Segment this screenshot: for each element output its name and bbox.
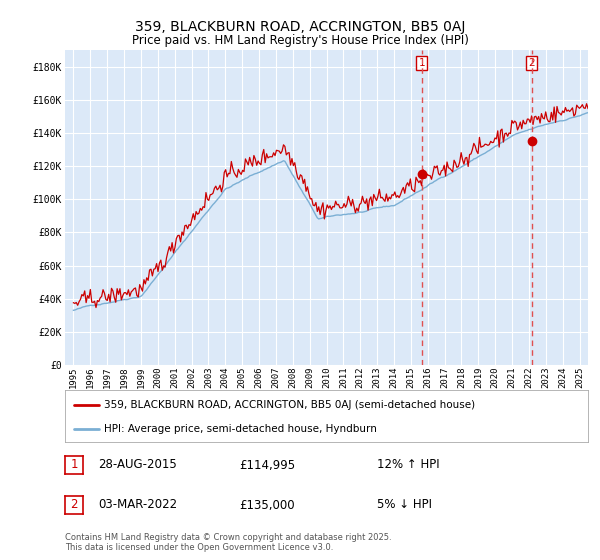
Text: 28-AUG-2015: 28-AUG-2015 [98, 459, 177, 472]
Text: 1: 1 [70, 459, 78, 472]
Text: HPI: Average price, semi-detached house, Hyndburn: HPI: Average price, semi-detached house,… [104, 424, 377, 434]
Text: £114,995: £114,995 [239, 459, 295, 472]
Text: 359, BLACKBURN ROAD, ACCRINGTON, BB5 0AJ: 359, BLACKBURN ROAD, ACCRINGTON, BB5 0AJ [135, 20, 465, 34]
Text: Price paid vs. HM Land Registry's House Price Index (HPI): Price paid vs. HM Land Registry's House … [131, 34, 469, 46]
Text: 5% ↓ HPI: 5% ↓ HPI [377, 498, 432, 511]
Text: 2: 2 [529, 58, 535, 68]
Text: 12% ↑ HPI: 12% ↑ HPI [377, 459, 440, 472]
Text: £135,000: £135,000 [239, 498, 295, 511]
Text: 2: 2 [70, 498, 78, 511]
Text: 1: 1 [419, 58, 425, 68]
Text: 03-MAR-2022: 03-MAR-2022 [98, 498, 177, 511]
Text: 359, BLACKBURN ROAD, ACCRINGTON, BB5 0AJ (semi-detached house): 359, BLACKBURN ROAD, ACCRINGTON, BB5 0AJ… [104, 400, 475, 409]
Text: Contains HM Land Registry data © Crown copyright and database right 2025.
This d: Contains HM Land Registry data © Crown c… [65, 533, 392, 552]
